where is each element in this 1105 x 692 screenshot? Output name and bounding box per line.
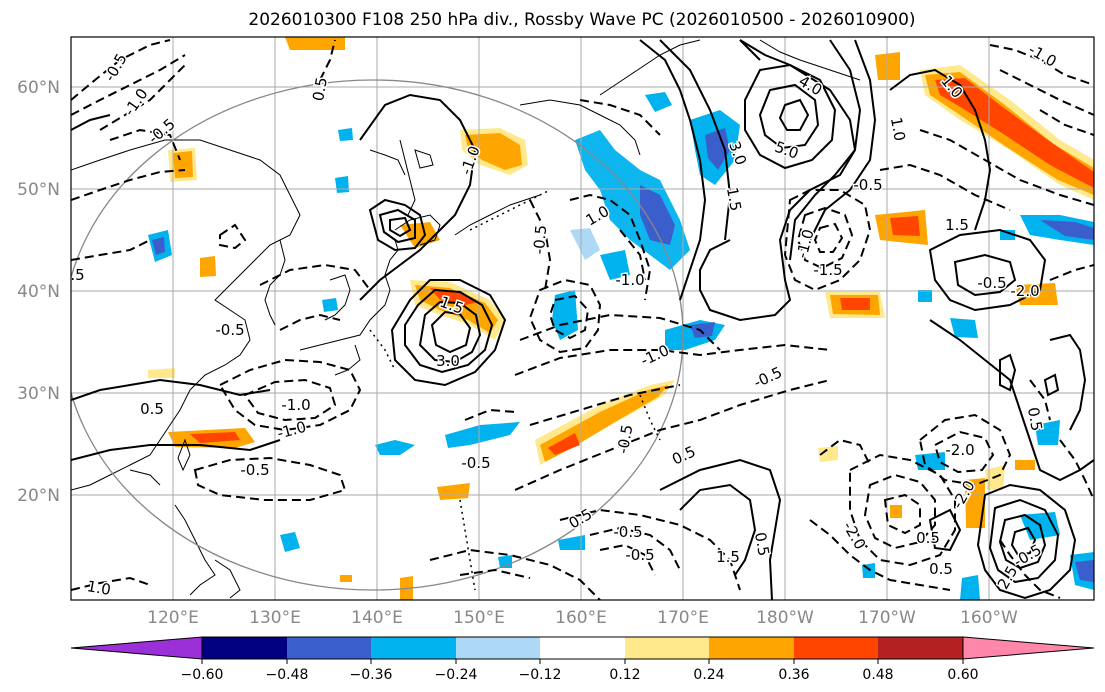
map-plot-area: -0.5-1.0-0.50.5-0.51.53.0-1.00.5-0.5-1.0… [55, 37, 1094, 600]
colorbar-segment [287, 637, 371, 659]
colorbar-tick-label: −0.36 [350, 667, 393, 683]
contour-label: 1.0 [887, 116, 909, 143]
contour-lines [71, 39, 1094, 600]
colorbar-tick-label: −0.60 [181, 667, 224, 683]
lon-tick-label: 130°E [249, 608, 301, 628]
colorbar-left-extension [70, 636, 203, 660]
lat-tick-label: 50°N [17, 180, 60, 200]
lon-tick-label: 170°E [657, 608, 709, 628]
lat-tick-label: 20°N [17, 486, 60, 506]
contour-label: 1.5 [716, 548, 740, 566]
colorbar-ticks [201, 659, 964, 664]
colorbar-segment [625, 637, 709, 659]
gridlines [71, 37, 1094, 600]
contour-label: 0.5 [929, 560, 953, 578]
contour-labels: -0.5-1.0-0.50.5-0.51.53.0-1.00.5-0.5-1.0… [55, 39, 1061, 600]
colorbar-tick-label: −0.12 [519, 667, 562, 683]
contour-label: -0.5 [215, 321, 244, 339]
coastlines [71, 39, 861, 599]
colorbar-segment [540, 637, 625, 659]
contour-label: -1.5 [813, 261, 842, 279]
lon-tick-labels: 120°E 130°E 140°E 150°E 160°E 170°E 180°… [147, 608, 1018, 628]
lon-tick-label: 180°W [756, 608, 814, 628]
lat-tick-labels: 60°N 50°N 40°N 30°N 20°N [17, 78, 60, 506]
contour-label: -0.5 [530, 224, 550, 255]
map-frame [70, 36, 1095, 601]
contour-label: -0.5 [55, 266, 84, 284]
colorbar-tick-label: 0.60 [947, 667, 978, 683]
colorbar-frame [201, 636, 964, 660]
lon-tick-label: 160°W [960, 608, 1018, 628]
contour-label: -0.5 [625, 546, 654, 564]
contour-label: -0.5 [977, 274, 1006, 292]
contour-lines-negative [71, 39, 1094, 600]
colorbar-segment [794, 637, 878, 659]
lat-tick-label: 60°N [17, 78, 60, 98]
lat-tick-label: 40°N [17, 282, 60, 302]
divergence-fill-layer [148, 37, 1094, 600]
lon-tick-label: 160°E [555, 608, 607, 628]
contour-label: -0.5 [613, 523, 642, 541]
great-circle [71, 79, 684, 591]
colorbar-segment [456, 637, 540, 659]
contour-label: 0.5 [751, 531, 773, 558]
contour-label: 0.5 [916, 529, 940, 547]
contour-label: -0.5 [853, 176, 882, 194]
colorbar-right-extension [962, 636, 1095, 660]
contour-label: -0.5 [240, 461, 269, 479]
colorbar-tick-label: 0.12 [609, 667, 640, 683]
colorbar-segment [878, 637, 963, 659]
contour-label: -1.0 [615, 271, 644, 289]
contour-label: -2.0 [1010, 282, 1039, 300]
colorbar-tick-label: −0.48 [266, 667, 309, 683]
colorbar-tick-label: 0.36 [778, 667, 809, 683]
contour-label: -1.0 [281, 396, 310, 414]
colorbar-segment [202, 637, 287, 659]
colorbar-tick-label: 0.24 [693, 667, 724, 683]
lon-tick-label: 170°W [858, 608, 916, 628]
contour-label: -0.5 [461, 454, 490, 472]
contour-label: 0.5 [309, 76, 331, 103]
contour-lines-dotted [369, 189, 661, 591]
colorbar: −0.60 −0.48 −0.36 −0.24 −0.12 0.12 0.24 … [70, 636, 1095, 683]
contour-label: 3.0 [436, 352, 460, 370]
lon-tick-label: 150°E [453, 608, 505, 628]
contour-label: -2.0 [945, 441, 974, 459]
lon-tick-label: 140°E [351, 608, 403, 628]
lat-tick-label: 30°N [17, 384, 60, 404]
colorbar-tick-label: −0.24 [435, 667, 478, 683]
contour-label: 0.5 [140, 400, 164, 418]
colorbar-segment [371, 637, 456, 659]
contour-label: 1.5 [945, 216, 969, 234]
colorbar-segment [709, 637, 794, 659]
figure-title: 2026010300 F108 250 hPa div., Rossby Wav… [248, 10, 915, 30]
lon-tick-label: 120°E [147, 608, 199, 628]
colorbar-tick-label: 0.48 [862, 667, 893, 683]
